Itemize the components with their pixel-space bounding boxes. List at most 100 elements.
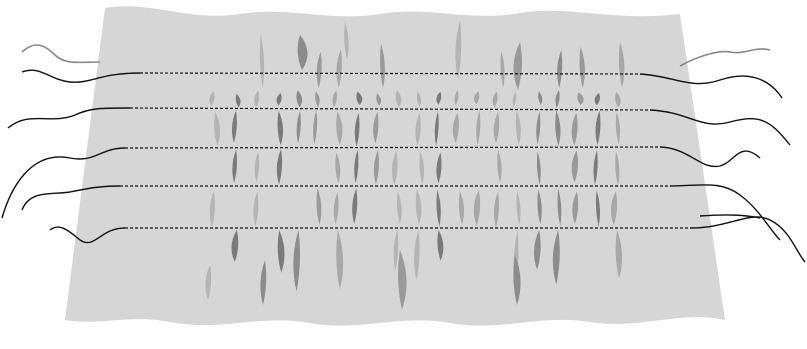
fold xyxy=(277,110,284,146)
fold xyxy=(610,191,618,226)
fold xyxy=(373,111,379,144)
fold xyxy=(259,33,265,88)
fold xyxy=(414,230,420,281)
fold xyxy=(209,190,216,228)
fold xyxy=(232,149,238,183)
fold xyxy=(538,91,543,105)
fold xyxy=(296,90,303,108)
fold xyxy=(493,112,500,144)
fold xyxy=(436,189,441,227)
fold xyxy=(493,191,500,228)
fold xyxy=(253,191,259,227)
fold xyxy=(419,151,425,185)
thread xyxy=(689,216,806,263)
fold xyxy=(254,151,260,183)
fold xyxy=(473,190,481,226)
thread xyxy=(21,185,121,211)
fold xyxy=(416,91,422,107)
fold xyxy=(594,92,600,106)
fold xyxy=(492,91,498,108)
fold xyxy=(555,110,561,147)
fold xyxy=(333,191,339,225)
fold xyxy=(335,152,341,184)
fold xyxy=(436,91,442,105)
thread xyxy=(659,146,761,168)
fold xyxy=(537,188,542,225)
thread xyxy=(649,109,791,146)
fold xyxy=(380,43,385,88)
fold xyxy=(615,92,621,108)
fold xyxy=(231,110,237,144)
fold xyxy=(373,150,379,185)
fold xyxy=(615,230,623,279)
fold xyxy=(516,190,521,225)
fold xyxy=(437,230,444,261)
thread xyxy=(49,226,126,244)
fold xyxy=(344,22,349,60)
fold xyxy=(615,112,621,145)
fold xyxy=(415,189,422,225)
fold xyxy=(254,90,260,108)
fold xyxy=(455,20,462,80)
fold xyxy=(615,150,620,186)
fold xyxy=(356,91,363,105)
fold xyxy=(260,260,267,305)
fold xyxy=(552,230,560,285)
fold xyxy=(618,41,625,88)
thread xyxy=(21,69,141,83)
fold xyxy=(536,111,541,145)
fold xyxy=(276,149,283,185)
fold xyxy=(352,188,358,225)
fold xyxy=(293,230,301,292)
fold xyxy=(452,112,459,144)
fold xyxy=(436,152,442,184)
fold xyxy=(454,90,459,106)
fold xyxy=(277,230,285,273)
fold xyxy=(214,111,220,146)
fold xyxy=(536,151,541,186)
fold xyxy=(231,230,239,262)
fold xyxy=(557,49,563,88)
fold xyxy=(313,110,318,145)
fold xyxy=(577,92,584,105)
fold xyxy=(572,191,579,225)
fold xyxy=(393,230,399,271)
fold xyxy=(332,90,338,108)
fold xyxy=(276,92,282,106)
fold xyxy=(476,110,481,147)
thread-stitches xyxy=(124,146,661,149)
fold xyxy=(555,90,560,108)
fold xyxy=(297,35,308,70)
fold xyxy=(595,110,601,146)
fold xyxy=(396,191,402,225)
thread-tail xyxy=(21,44,101,64)
fold xyxy=(533,230,541,270)
fold xyxy=(391,150,398,186)
thread-stitches xyxy=(139,72,641,75)
fold xyxy=(500,50,505,88)
fold xyxy=(354,149,359,184)
fold xyxy=(316,188,322,225)
fold xyxy=(235,93,241,108)
fold xyxy=(336,111,343,145)
fold xyxy=(434,110,439,147)
fold xyxy=(595,189,600,227)
fold xyxy=(497,150,502,183)
fold xyxy=(336,230,344,290)
fold xyxy=(354,112,360,147)
fold xyxy=(473,91,480,105)
fold xyxy=(515,110,521,146)
threads xyxy=(1,44,806,263)
fold xyxy=(376,93,382,106)
fold xyxy=(315,91,320,108)
fold xyxy=(398,250,407,310)
fold xyxy=(205,265,212,300)
fold xyxy=(415,112,421,146)
thread xyxy=(699,214,761,219)
fold xyxy=(296,110,301,144)
fold xyxy=(512,91,517,107)
thread-tail xyxy=(679,48,771,67)
thread xyxy=(669,184,781,241)
thread-stitches xyxy=(129,107,651,111)
thread xyxy=(639,73,783,99)
